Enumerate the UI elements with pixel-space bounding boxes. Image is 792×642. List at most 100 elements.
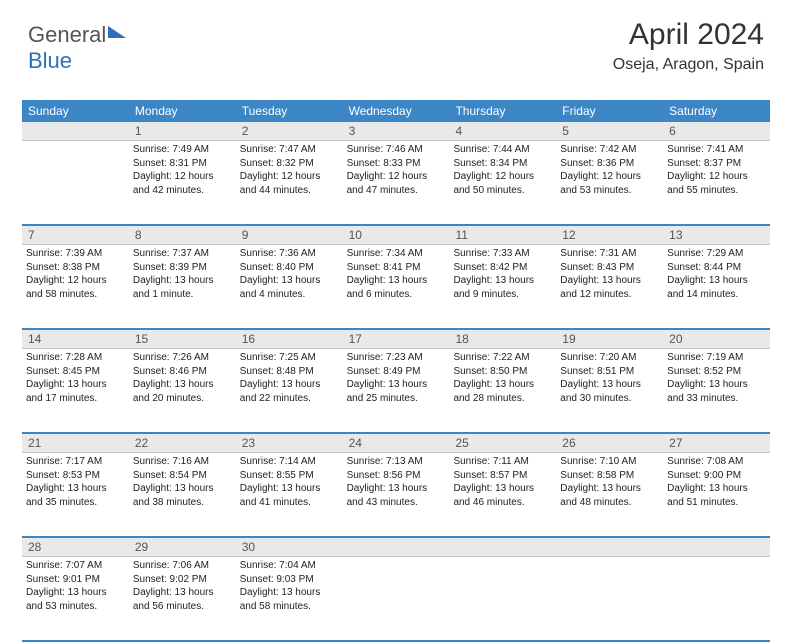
sunrise-line: Sunrise: 7:37 AM: [133, 247, 232, 261]
month-year: April 2024: [613, 18, 764, 52]
sunrise-line: Sunrise: 7:22 AM: [453, 351, 552, 365]
daylight-line: Daylight: 13 hours and 48 minutes.: [560, 482, 659, 509]
sunrise-line: Sunrise: 7:39 AM: [26, 247, 125, 261]
sunset-line: Sunset: 8:38 PM: [26, 261, 125, 275]
day-cell: Sunrise: 7:37 AMSunset: 8:39 PMDaylight:…: [129, 244, 236, 328]
day-number: 20: [663, 330, 770, 348]
day-number-row: 14151617181920: [22, 330, 770, 348]
day-cell: Sunrise: 7:46 AMSunset: 8:33 PMDaylight:…: [343, 140, 450, 224]
sunset-line: Sunset: 8:41 PM: [347, 261, 446, 275]
day-number: 16: [236, 330, 343, 348]
day-number: 2: [236, 122, 343, 140]
daylight-line: Daylight: 12 hours and 55 minutes.: [667, 170, 766, 197]
sunrise-line: Sunrise: 7:20 AM: [560, 351, 659, 365]
week-row: Sunrise: 7:17 AMSunset: 8:53 PM Daylight:…: [22, 452, 770, 536]
sunset-line: Sunset: 8:52 PM: [667, 365, 766, 379]
week-row: Sunrise: 7:39 AMSunset: 8:38 PM Daylight:…: [22, 244, 770, 328]
day-number: 24: [343, 434, 450, 452]
daylight-line: Daylight: 13 hours and 38 minutes.: [133, 482, 232, 509]
day-number: 12: [556, 226, 663, 244]
day-header-row: SundayMondayTuesdayWednesdayThursdayFrid…: [22, 100, 770, 122]
day-cell: Sunrise: 7:41 AMSunset: 8:37 PMDaylight:…: [663, 140, 770, 224]
day-cell: Sunrise: 7:47 AMSunset: 8:32 PMDaylight:…: [236, 140, 343, 224]
day-cell: Sunrise: 7:04 AMSunset: 9:03 PMDaylight:…: [236, 556, 343, 640]
sunset-line: Sunset: 9:01 PM: [26, 573, 125, 587]
sunrise-line: Sunrise: 7:29 AM: [667, 247, 766, 261]
sunset-line: Sunset: 8:31 PM: [133, 157, 232, 171]
sunset-line: Sunset: 8:58 PM: [560, 469, 659, 483]
day-header: Monday: [129, 100, 236, 122]
daylight-line: Daylight: 12 hours and 42 minutes.: [133, 170, 232, 197]
day-number: 29: [129, 538, 236, 556]
daylight-line: Daylight: 13 hours and 51 minutes.: [667, 482, 766, 509]
daylight-line: Daylight: 13 hours and 25 minutes.: [347, 378, 446, 405]
day-number-row: 21222324252627: [22, 434, 770, 452]
daylight-line: Daylight: 13 hours and 53 minutes.: [26, 586, 125, 613]
day-number-row: 78910111213: [22, 226, 770, 244]
day-number: 8: [129, 226, 236, 244]
sunset-line: Sunset: 8:46 PM: [133, 365, 232, 379]
day-number: 3: [343, 122, 450, 140]
sunset-line: Sunset: 8:39 PM: [133, 261, 232, 275]
day-cell: Sunrise: 7:16 AMSunset: 8:54 PMDaylight:…: [129, 452, 236, 536]
day-cell: Sunrise: 7:14 AMSunset: 8:55 PMDaylight:…: [236, 452, 343, 536]
day-number: 27: [663, 434, 770, 452]
day-number-row: 123456: [22, 122, 770, 140]
sunset-line: Sunset: 8:36 PM: [560, 157, 659, 171]
day-header: Wednesday: [343, 100, 450, 122]
day-cell: Sunrise: 7:26 AMSunset: 8:46 PMDaylight:…: [129, 348, 236, 432]
day-cell: Sunrise: 7:10 AMSunset: 8:58 PMDaylight:…: [556, 452, 663, 536]
sunrise-line: Sunrise: 7:36 AM: [240, 247, 339, 261]
day-cell: Sunrise: 7:42 AMSunset: 8:36 PMDaylight:…: [556, 140, 663, 224]
logo-triangle-icon: [108, 26, 126, 38]
day-number: 14: [22, 330, 129, 348]
daylight-line: Daylight: 13 hours and 6 minutes.: [347, 274, 446, 301]
sunrise-line: Sunrise: 7:17 AM: [26, 455, 125, 469]
sunrise-line: Sunrise: 7:14 AM: [240, 455, 339, 469]
daylight-line: Daylight: 12 hours and 44 minutes.: [240, 170, 339, 197]
day-cell: Sunrise: 7:29 AMSunset: 8:44 PMDaylight:…: [663, 244, 770, 328]
sunset-line: Sunset: 9:00 PM: [667, 469, 766, 483]
week-row: Sunrise: 7:49 AMSunset: 8:31 PMDaylight:…: [22, 140, 770, 224]
day-number: [449, 538, 556, 556]
sunrise-line: Sunrise: 7:31 AM: [560, 247, 659, 261]
sunset-line: Sunset: 8:34 PM: [453, 157, 552, 171]
daylight-line: Daylight: 13 hours and 12 minutes.: [560, 274, 659, 301]
day-cell: Sunrise: 7:23 AMSunset: 8:49 PMDaylight:…: [343, 348, 450, 432]
sunset-line: Sunset: 8:49 PM: [347, 365, 446, 379]
sunrise-line: Sunrise: 7:26 AM: [133, 351, 232, 365]
day-number: [343, 538, 450, 556]
day-number: 7: [22, 226, 129, 244]
day-cell: Sunrise: 7:06 AMSunset: 9:02 PMDaylight:…: [129, 556, 236, 640]
day-cell: Sunrise: 7:08 AMSunset: 9:00 PMDaylight:…: [663, 452, 770, 536]
day-cell: Sunrise: 7:39 AMSunset: 8:38 PMDaylight:…: [22, 244, 129, 328]
day-number: 22: [129, 434, 236, 452]
day-cell: Sunrise: 7:22 AMSunset: 8:50 PMDaylight:…: [449, 348, 556, 432]
day-number: 28: [22, 538, 129, 556]
day-cell: Sunrise: 7:44 AMSunset: 8:34 PMDaylight:…: [449, 140, 556, 224]
sunrise-line: Sunrise: 7:46 AM: [347, 143, 446, 157]
day-cell: Sunrise: 7:20 AMSunset: 8:51 PMDaylight:…: [556, 348, 663, 432]
day-number: 26: [556, 434, 663, 452]
day-header: Friday: [556, 100, 663, 122]
sunrise-line: Sunrise: 7:07 AM: [26, 559, 125, 573]
day-number: 6: [663, 122, 770, 140]
day-header: Thursday: [449, 100, 556, 122]
title-block: April 2024 Oseja, Aragon, Spain: [613, 18, 764, 74]
daylight-line: Daylight: 12 hours and 47 minutes.: [347, 170, 446, 197]
week-row: Sunrise: 7:28 AMSunset: 8:45 PMDaylight:…: [22, 348, 770, 432]
day-header: Tuesday: [236, 100, 343, 122]
sunrise-line: Sunrise: 7:04 AM: [240, 559, 339, 573]
sunset-line: Sunset: 8:53 PM: [26, 469, 125, 483]
daylight-line: Daylight: 13 hours and 17 minutes.: [26, 378, 125, 405]
sunrise-line: Sunrise: 7:25 AM: [240, 351, 339, 365]
daylight-line: Daylight: 13 hours and 58 minutes.: [240, 586, 339, 613]
daylight-line: Daylight: 13 hours and 33 minutes.: [667, 378, 766, 405]
sunrise-line: Sunrise: 7:23 AM: [347, 351, 446, 365]
sunset-line: Sunset: 8:37 PM: [667, 157, 766, 171]
day-cell: [663, 556, 770, 640]
day-cell: Sunrise: 7:36 AMSunset: 8:40 PMDaylight:…: [236, 244, 343, 328]
daylight-line: Daylight: 13 hours and 43 minutes.: [347, 482, 446, 509]
sunrise-line: Sunrise: 7:08 AM: [667, 455, 766, 469]
sunrise-line: Sunrise: 7:16 AM: [133, 455, 232, 469]
